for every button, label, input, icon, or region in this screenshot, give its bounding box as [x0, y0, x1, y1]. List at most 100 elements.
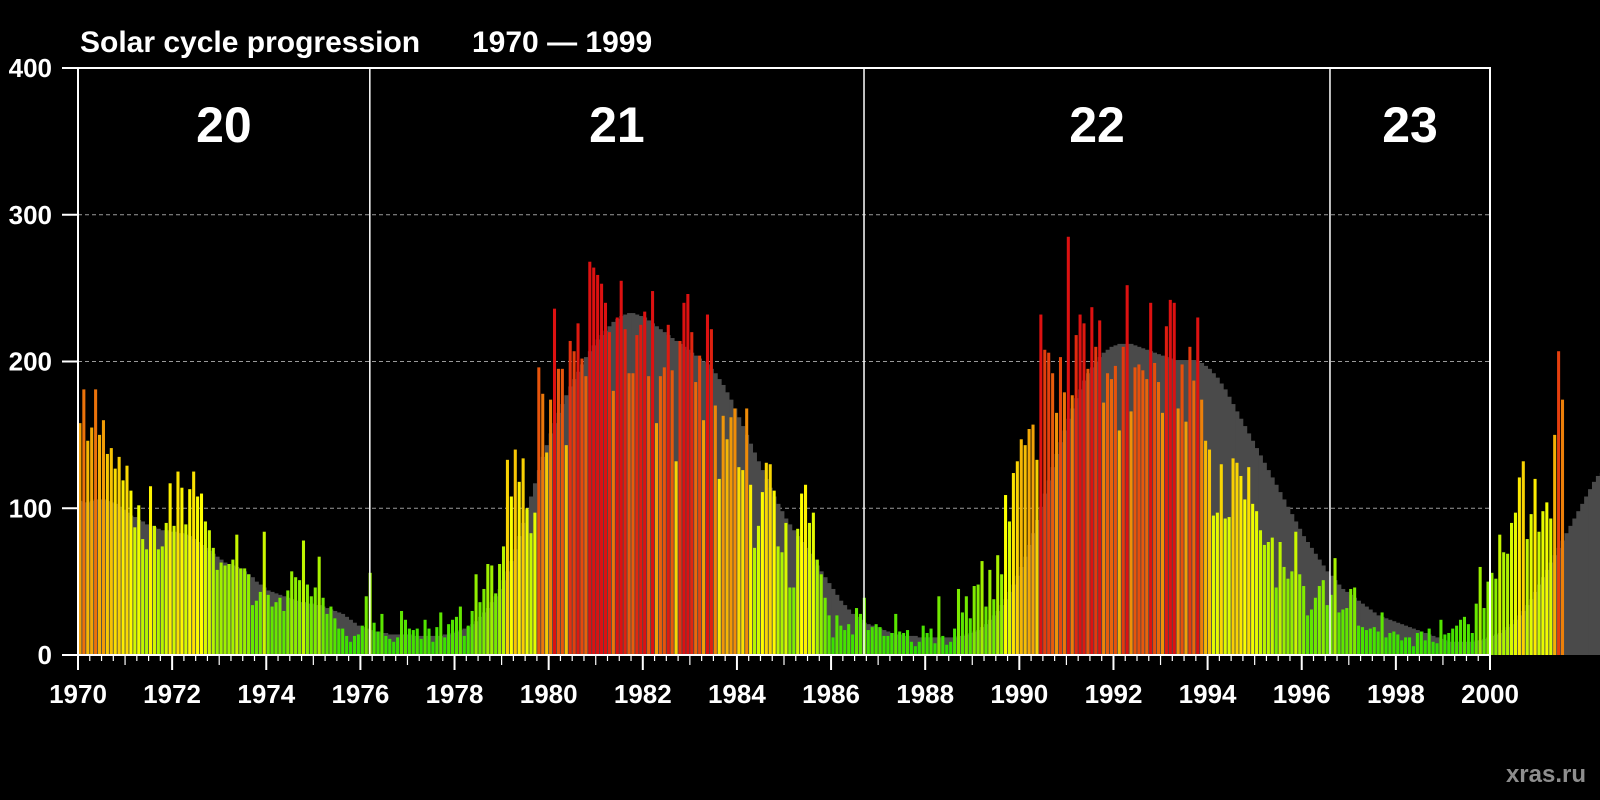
monthly-bar [1364, 630, 1368, 655]
monthly-bar [258, 591, 262, 655]
monthly-bar [984, 606, 988, 655]
monthly-bar [1545, 502, 1549, 655]
monthly-bar [658, 376, 662, 655]
monthly-bar [1047, 352, 1051, 655]
monthly-bar [698, 355, 702, 655]
monthly-bar [894, 613, 898, 655]
monthly-bar [1341, 609, 1345, 655]
monthly-bar [843, 630, 847, 655]
y-tick-label: 0 [38, 640, 52, 670]
monthly-bar [1090, 307, 1094, 655]
monthly-bar [870, 627, 874, 655]
monthly-bar [874, 624, 878, 655]
monthly-bar [172, 525, 176, 655]
monthly-bar [819, 574, 823, 655]
monthly-bar [705, 314, 710, 655]
monthly-bar [1380, 612, 1384, 655]
monthly-bar [815, 559, 819, 655]
monthly-bar [694, 382, 698, 655]
monthly-bar [1247, 467, 1251, 655]
monthly-bar [1098, 320, 1102, 655]
monthly-bar [639, 324, 643, 655]
monthly-bar [1086, 368, 1090, 655]
monthly-bar [451, 619, 455, 655]
monthly-bar [968, 618, 972, 655]
monthly-bar [105, 453, 109, 655]
monthly-bar [529, 533, 533, 655]
monthly-bar [317, 556, 321, 655]
x-tick-label: 1980 [520, 679, 578, 709]
monthly-bar [98, 434, 102, 656]
monthly-bar [239, 568, 243, 655]
monthly-bar [1062, 392, 1066, 655]
monthly-bar [1141, 370, 1145, 655]
monthly-bar [521, 458, 525, 655]
monthly-bar [839, 625, 843, 655]
x-tick-label: 1996 [1273, 679, 1331, 709]
monthly-bar [1255, 511, 1259, 655]
smoothed-bar [1576, 511, 1581, 655]
monthly-bar [1258, 530, 1263, 655]
monthly-bar [1168, 299, 1172, 655]
monthly-bar [176, 471, 180, 655]
monthly-bar [470, 610, 474, 655]
monthly-bar [635, 335, 639, 655]
monthly-bar [611, 390, 615, 655]
monthly-bar [1023, 445, 1027, 655]
monthly-bar [133, 527, 137, 655]
monthly-bar [1243, 499, 1247, 655]
smoothed-bar [831, 588, 836, 655]
monthly-bar [1262, 544, 1266, 655]
monthly-bar [1372, 627, 1376, 655]
monthly-bar [400, 610, 404, 655]
monthly-bar [341, 628, 345, 655]
monthly-bar [1043, 349, 1047, 655]
monthly-bar [403, 619, 407, 655]
monthly-bar [207, 530, 211, 655]
monthly-bar [1306, 615, 1310, 655]
monthly-bar [690, 332, 694, 655]
monthly-bar [1506, 553, 1510, 655]
monthly-bar [721, 415, 725, 655]
monthly-bar [1121, 346, 1125, 655]
monthly-bar [262, 531, 266, 655]
monthly-bar [1337, 612, 1341, 655]
monthly-bar [592, 267, 596, 655]
smoothed-bar [1384, 618, 1389, 655]
monthly-bar [129, 490, 133, 655]
monthly-bar [388, 638, 392, 655]
monthly-bar [1533, 478, 1537, 655]
monthly-bar [254, 600, 258, 655]
monthly-bar [929, 628, 933, 655]
smoothed-bar [1211, 373, 1216, 655]
monthly-bar [1215, 512, 1219, 655]
monthly-bar [756, 525, 760, 655]
monthly-bar [435, 627, 439, 655]
monthly-bar [556, 368, 560, 655]
monthly-bar [1298, 574, 1302, 655]
monthly-bar [643, 311, 647, 655]
smoothed-bar [1572, 518, 1577, 655]
monthly-bar [1557, 351, 1561, 655]
monthly-bar [517, 481, 521, 655]
monthly-bar [1411, 646, 1416, 655]
x-tick-label: 1976 [331, 679, 389, 709]
monthly-bar [301, 540, 306, 655]
monthly-bar [498, 564, 502, 655]
monthly-bar [525, 508, 529, 655]
monthly-bar [1302, 586, 1306, 655]
monthly-bar [1478, 566, 1482, 655]
monthly-bar [866, 630, 870, 655]
monthly-bar [1055, 412, 1059, 655]
monthly-bar [121, 480, 125, 655]
monthly-bar [1384, 637, 1388, 655]
monthly-bar [992, 599, 996, 655]
monthly-bar [552, 308, 557, 655]
monthly-bar [905, 630, 910, 655]
monthly-bar [647, 376, 651, 655]
monthly-bar [533, 512, 537, 655]
monthly-bar [1294, 531, 1298, 655]
monthly-bar [211, 547, 215, 655]
monthly-bar [1549, 518, 1553, 655]
monthly-bar [925, 632, 929, 655]
